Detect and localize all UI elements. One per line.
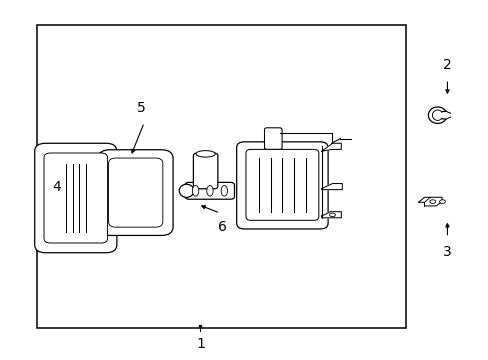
Bar [37, 25, 405, 328]
FancyBboxPatch shape [193, 153, 218, 189]
FancyBboxPatch shape [236, 142, 327, 229]
Text: 4: 4 [52, 180, 61, 194]
Polygon shape [321, 184, 342, 190]
Text: 1: 1 [196, 337, 204, 351]
FancyBboxPatch shape [98, 150, 173, 235]
Ellipse shape [329, 213, 335, 217]
Text: 3: 3 [442, 245, 451, 259]
FancyBboxPatch shape [44, 153, 107, 243]
Ellipse shape [429, 200, 435, 203]
Ellipse shape [192, 185, 198, 196]
Polygon shape [321, 212, 341, 218]
Ellipse shape [221, 185, 227, 196]
Text: 5: 5 [137, 101, 146, 115]
FancyBboxPatch shape [35, 143, 117, 253]
Ellipse shape [439, 200, 445, 203]
Polygon shape [321, 143, 341, 151]
FancyBboxPatch shape [108, 158, 163, 227]
Text: 2: 2 [442, 58, 451, 72]
Ellipse shape [196, 150, 215, 157]
Ellipse shape [206, 185, 213, 196]
Polygon shape [418, 197, 441, 206]
FancyBboxPatch shape [184, 183, 234, 199]
FancyBboxPatch shape [264, 128, 282, 149]
FancyBboxPatch shape [245, 149, 318, 220]
Ellipse shape [179, 184, 193, 197]
Text: 6: 6 [218, 220, 226, 234]
